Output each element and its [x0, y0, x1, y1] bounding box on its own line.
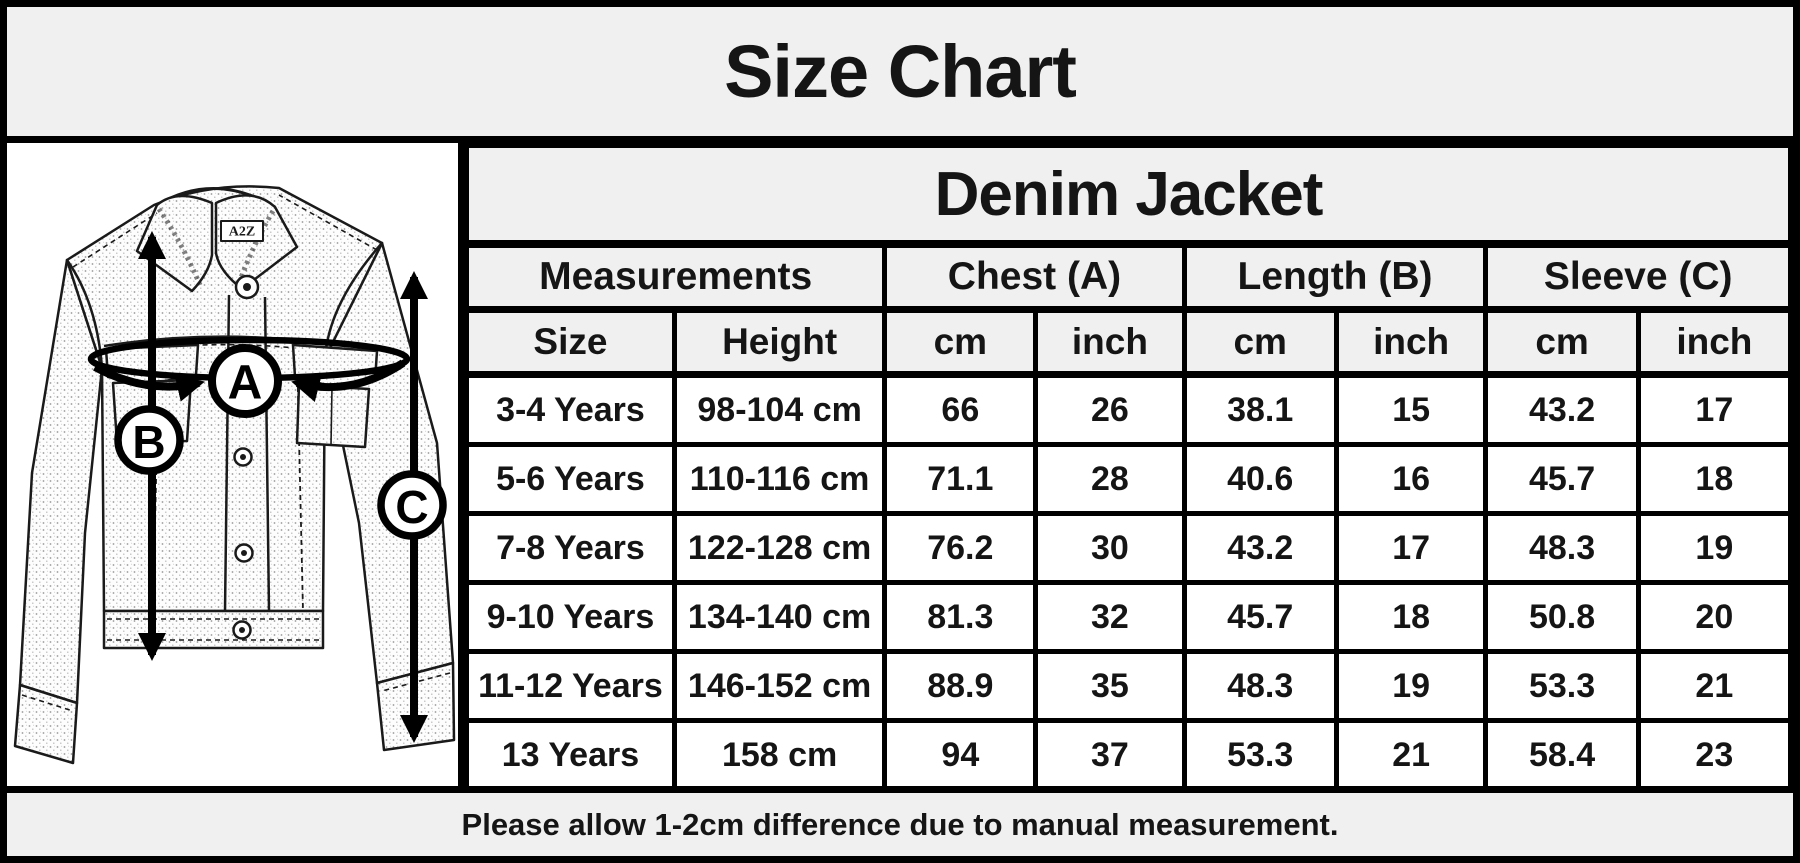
value-cell: 45.7	[1181, 580, 1339, 654]
value-cell: 18	[1635, 442, 1794, 516]
table-row: 13 Years 158 cm 94 37 53.3 21 58.4 23	[464, 718, 1794, 792]
size-table-body: 3-4 Years 98-104 cm 66 26 38.1 15 43.2 17 5-6 Ye…	[464, 372, 1794, 792]
value-cell: 134-140 cm	[671, 580, 888, 654]
value-cell: 53.3	[1483, 649, 1641, 723]
marker-a-label: A	[228, 357, 263, 410]
value-cell: 110-116 cm	[671, 442, 888, 516]
col-group-chest: Chest (A)	[882, 241, 1187, 313]
value-cell: 48.3	[1181, 649, 1339, 723]
value-cell: 146-152 cm	[671, 649, 888, 723]
value-cell: 94	[882, 718, 1039, 792]
value-cell: 81.3	[882, 580, 1039, 654]
value-cell: 53.3	[1181, 718, 1339, 792]
brand-tag-label: A2Z	[229, 225, 255, 240]
value-cell: 158 cm	[671, 718, 888, 792]
table-row: 7-8 Years 122-128 cm 76.2 30 43.2 17 48.3 19	[464, 511, 1794, 585]
value-cell: 37	[1033, 718, 1187, 792]
value-cell: 15	[1333, 372, 1489, 447]
main-area: A2Z	[7, 143, 1794, 792]
value-cell: 35	[1033, 649, 1187, 723]
value-cell: 28	[1033, 442, 1187, 516]
value-cell: 30	[1033, 511, 1187, 585]
size-table: Denim Jacket Measurements Chest (A) Leng…	[463, 143, 1794, 792]
value-cell: 19	[1635, 511, 1794, 585]
table-wrap: Denim Jacket Measurements Chest (A) Leng…	[463, 143, 1794, 792]
column-header-chest-cm: cm	[882, 307, 1039, 378]
jacket-illustration: A2Z	[13, 185, 456, 765]
value-cell: 17	[1333, 511, 1489, 585]
table-row: 9-10 Years 134-140 cm 81.3 32 45.7 18 50.8 20	[464, 580, 1794, 654]
col-group-measurements: Measurements	[463, 241, 888, 313]
value-cell: 20	[1635, 580, 1794, 654]
group-header-row: Measurements Chest (A) Length (B) Sleeve…	[463, 241, 1793, 313]
value-cell: 19	[1333, 649, 1489, 723]
value-cell: 16	[1333, 442, 1489, 516]
column-header-length-cm: cm	[1181, 307, 1339, 378]
value-cell: 17	[1635, 372, 1794, 447]
marker-b: B	[114, 405, 184, 475]
value-cell: 32	[1033, 580, 1187, 654]
value-cell: 38.1	[1181, 372, 1339, 447]
jacket-buttons	[232, 274, 260, 640]
value-cell: 50.8	[1483, 580, 1641, 654]
title-band: Size Chart	[7, 7, 1793, 143]
jacket-panel: A2Z	[7, 143, 464, 786]
column-header-size: Size	[464, 307, 677, 378]
value-cell: 66	[882, 372, 1039, 447]
value-cell: 43.2	[1181, 511, 1339, 585]
column-header-length-inch: inch	[1333, 307, 1489, 378]
size-cell: 13 Years	[464, 718, 677, 792]
product-title: Denim Jacket	[464, 143, 1793, 248]
column-header-sleeve-inch: inch	[1635, 307, 1794, 378]
brand-tag: A2Z	[220, 220, 264, 242]
table-row: 3-4 Years 98-104 cm 66 26 38.1 15 43.2 17	[464, 372, 1794, 447]
column-header-height: Height	[671, 307, 888, 378]
col-group-length: Length (B)	[1181, 241, 1489, 313]
note-band: Please allow 1-2cm difference due to man…	[7, 786, 1793, 856]
value-cell: 48.3	[1483, 511, 1641, 585]
value-cell: 76.2	[882, 511, 1039, 585]
marker-c-label: C	[395, 481, 428, 533]
table-row: 11-12 Years 146-152 cm 88.9 35 48.3 19 53.3 21	[464, 649, 1794, 723]
jacket-sketch: A2Z	[13, 185, 456, 765]
value-cell: 21	[1635, 649, 1794, 723]
note-text: Please allow 1-2cm difference due to man…	[461, 806, 1339, 842]
size-cell: 7-8 Years	[464, 511, 677, 585]
sub-header-row: Size Height cm inch cm inch cm inch	[464, 307, 1794, 378]
size-cell: 9-10 Years	[464, 580, 677, 654]
col-group-sleeve: Sleeve (C)	[1483, 241, 1793, 313]
size-cell: 11-12 Years	[464, 649, 677, 723]
column-header-sleeve-cm: cm	[1483, 307, 1641, 378]
value-cell: 43.2	[1483, 372, 1641, 447]
value-cell: 71.1	[882, 442, 1039, 516]
size-cell: 3-4 Years	[464, 372, 677, 447]
value-cell: 18	[1333, 580, 1489, 654]
value-cell: 26	[1033, 372, 1187, 447]
column-header-chest-inch: inch	[1033, 307, 1187, 378]
page-title: Size Chart	[724, 30, 1077, 113]
value-cell: 88.9	[882, 649, 1039, 723]
value-cell: 21	[1333, 718, 1489, 792]
value-cell: 23	[1635, 718, 1794, 792]
value-cell: 40.6	[1181, 442, 1339, 516]
marker-b-label: B	[132, 416, 165, 468]
size-cell: 5-6 Years	[464, 442, 677, 516]
product-title-row: Denim Jacket	[464, 143, 1793, 248]
value-cell: 58.4	[1483, 718, 1641, 792]
value-cell: 122-128 cm	[671, 511, 888, 585]
value-cell: 45.7	[1483, 442, 1641, 516]
marker-c: C	[377, 470, 447, 540]
table-row: 5-6 Years 110-116 cm 71.1 28 40.6 16 45.7 18	[464, 442, 1794, 516]
marker-a: A	[208, 344, 282, 418]
value-cell: 98-104 cm	[671, 372, 888, 447]
